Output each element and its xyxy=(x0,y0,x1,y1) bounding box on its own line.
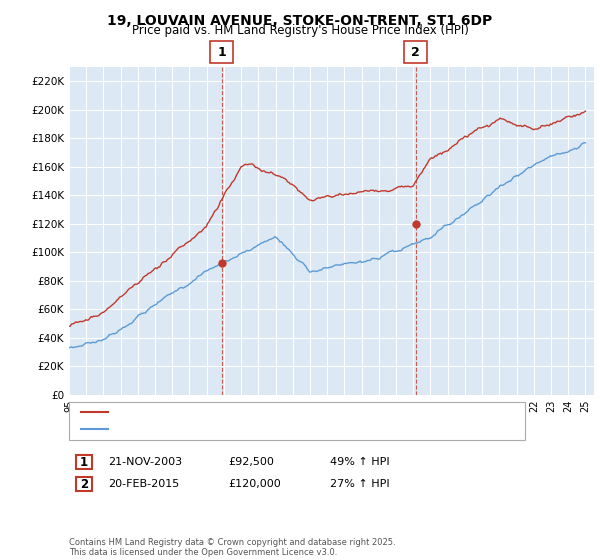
Text: 19, LOUVAIN AVENUE, STOKE-ON-TRENT, ST1 6DP: 19, LOUVAIN AVENUE, STOKE-ON-TRENT, ST1 … xyxy=(107,14,493,28)
Text: £92,500: £92,500 xyxy=(228,457,274,467)
Text: 2: 2 xyxy=(80,478,88,491)
Text: 21-NOV-2003: 21-NOV-2003 xyxy=(108,457,182,467)
Text: 49% ↑ HPI: 49% ↑ HPI xyxy=(330,457,389,467)
Text: £120,000: £120,000 xyxy=(228,479,281,489)
Bar xyxy=(222,67,416,395)
Text: 1: 1 xyxy=(80,455,88,469)
Text: 20-FEB-2015: 20-FEB-2015 xyxy=(108,479,179,489)
Text: 27% ↑ HPI: 27% ↑ HPI xyxy=(330,479,389,489)
Text: 2: 2 xyxy=(411,45,420,59)
Text: 19, LOUVAIN AVENUE, STOKE-ON-TRENT, ST1 6DP (semi-detached house): 19, LOUVAIN AVENUE, STOKE-ON-TRENT, ST1 … xyxy=(114,407,473,417)
Text: HPI: Average price, semi-detached house, Stoke-on-Trent: HPI: Average price, semi-detached house,… xyxy=(114,424,392,434)
Text: 1: 1 xyxy=(217,45,226,59)
Text: Contains HM Land Registry data © Crown copyright and database right 2025.
This d: Contains HM Land Registry data © Crown c… xyxy=(69,538,395,557)
Text: Price paid vs. HM Land Registry's House Price Index (HPI): Price paid vs. HM Land Registry's House … xyxy=(131,24,469,36)
